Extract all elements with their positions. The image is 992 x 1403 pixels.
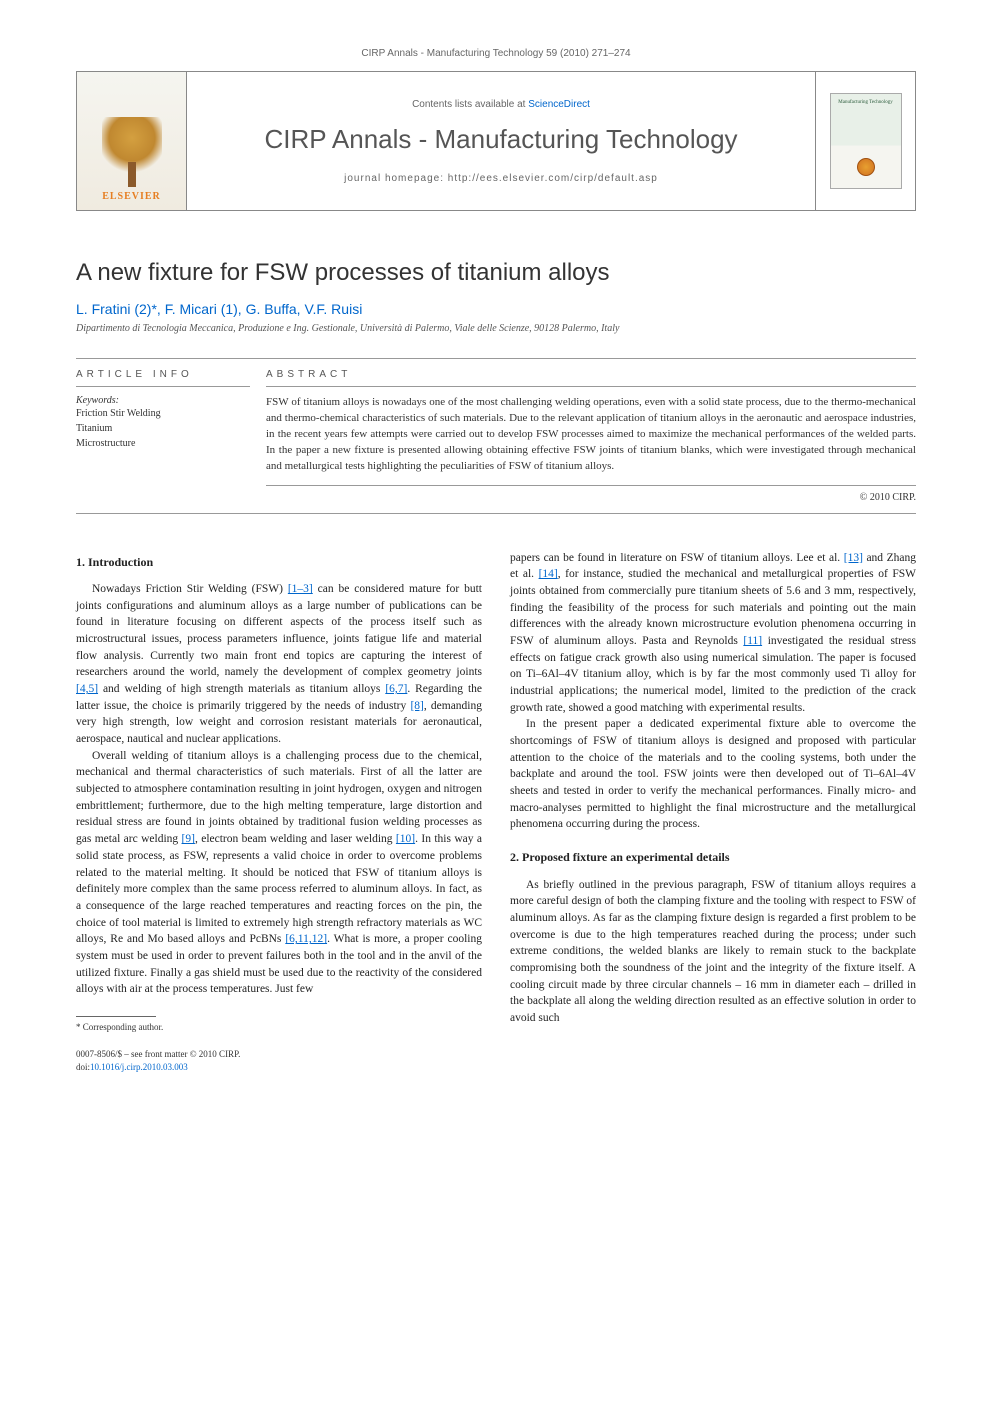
article-title: A new fixture for FSW processes of titan… bbox=[76, 259, 916, 287]
right-column: papers can be found in literature on FSW… bbox=[510, 550, 916, 1073]
body-text: . In this way a solid state process, as … bbox=[76, 833, 482, 945]
keyword-item: Friction Stir Welding bbox=[76, 406, 250, 421]
abstract-copyright: © 2010 CIRP. bbox=[266, 492, 916, 503]
citation-link[interactable]: [4,5] bbox=[76, 683, 98, 695]
body-paragraph: papers can be found in literature on FSW… bbox=[510, 550, 916, 717]
citation-link[interactable]: [6,7] bbox=[385, 683, 407, 695]
body-two-column: 1. Introduction Nowadays Friction Stir W… bbox=[76, 550, 916, 1073]
section-2-heading: 2. Proposed fixture an experimental deta… bbox=[510, 849, 916, 866]
abstract-column: ABSTRACT FSW of titanium alloys is nowad… bbox=[266, 359, 916, 513]
body-paragraph: Nowadays Friction Stir Welding (FSW) [1–… bbox=[76, 581, 482, 748]
body-text: Overall welding of titanium alloys is a … bbox=[76, 750, 482, 845]
citation-link[interactable]: [14] bbox=[539, 568, 558, 580]
body-text: and welding of high strength materials a… bbox=[98, 683, 385, 695]
keywords-list: Friction Stir Welding Titanium Microstru… bbox=[76, 406, 250, 451]
section-1-heading: 1. Introduction bbox=[76, 554, 482, 571]
cover-caption: Manufacturing Technology bbox=[835, 100, 897, 105]
left-column: 1. Introduction Nowadays Friction Stir W… bbox=[76, 550, 482, 1073]
contents-available-line: Contents lists available at ScienceDirec… bbox=[412, 99, 590, 110]
front-matter-meta: 0007-8506/$ – see front matter © 2010 CI… bbox=[76, 1048, 482, 1073]
banner-center: Contents lists available at ScienceDirec… bbox=[187, 72, 815, 210]
keyword-item: Microstructure bbox=[76, 436, 250, 451]
body-text: papers can be found in literature on FSW… bbox=[510, 552, 844, 564]
journal-cover-thumbnail: Manufacturing Technology bbox=[830, 93, 902, 189]
body-text: can be considered mature for butt joints… bbox=[76, 583, 482, 678]
citation-link[interactable]: [9] bbox=[182, 833, 195, 845]
article-info-heading: ARTICLE INFO bbox=[76, 369, 250, 387]
body-paragraph: As briefly outlined in the previous para… bbox=[510, 877, 916, 1027]
keyword-item: Titanium bbox=[76, 421, 250, 436]
body-paragraph: Overall welding of titanium alloys is a … bbox=[76, 748, 482, 998]
abstract-heading: ABSTRACT bbox=[266, 369, 916, 387]
body-text: In the present paper a dedicated experim… bbox=[510, 718, 916, 830]
article-info-column: ARTICLE INFO Keywords: Friction Stir Wel… bbox=[76, 359, 266, 513]
contents-prefix: Contents lists available at bbox=[412, 99, 528, 110]
affiliation: Dipartimento di Tecnologia Meccanica, Pr… bbox=[76, 323, 916, 334]
doi-prefix: doi: bbox=[76, 1062, 90, 1072]
citation-link[interactable]: [8] bbox=[410, 700, 423, 712]
body-paragraph: In the present paper a dedicated experim… bbox=[510, 716, 916, 833]
abstract-text: FSW of titanium alloys is nowadays one o… bbox=[266, 395, 916, 486]
citation-link[interactable]: [11] bbox=[743, 635, 762, 647]
doi-link[interactable]: 10.1016/j.cirp.2010.03.003 bbox=[90, 1062, 188, 1072]
publisher-name: ELSEVIER bbox=[102, 191, 161, 202]
citation-link[interactable]: [10] bbox=[396, 833, 415, 845]
corresponding-author-footnote: * Corresponding author. bbox=[76, 1021, 482, 1034]
citation-link[interactable]: [1–3] bbox=[288, 583, 313, 595]
cover-cell: Manufacturing Technology bbox=[815, 72, 915, 210]
elsevier-logo: ELSEVIER bbox=[102, 117, 162, 202]
running-header: CIRP Annals - Manufacturing Technology 5… bbox=[76, 48, 916, 59]
body-text: , electron beam welding and laser weldin… bbox=[195, 833, 396, 845]
author-link[interactable]: L. Fratini (2)*, F. Micari (1), G. Buffa… bbox=[76, 301, 362, 317]
citation-link[interactable]: [6,11,12] bbox=[285, 933, 327, 945]
body-text: As briefly outlined in the previous para… bbox=[510, 879, 916, 1024]
issn-line: 0007-8506/$ – see front matter © 2010 CI… bbox=[76, 1048, 482, 1061]
author-list: L. Fratini (2)*, F. Micari (1), G. Buffa… bbox=[76, 301, 916, 317]
journal-banner: ELSEVIER Contents lists available at Sci… bbox=[76, 71, 916, 211]
elsevier-tree-icon bbox=[102, 117, 162, 187]
sciencedirect-link[interactable]: ScienceDirect bbox=[528, 99, 590, 110]
citation-link[interactable]: [13] bbox=[844, 552, 863, 564]
publisher-logo-cell: ELSEVIER bbox=[77, 72, 187, 210]
journal-homepage: journal homepage: http://ees.elsevier.co… bbox=[344, 173, 658, 184]
keywords-label: Keywords: bbox=[76, 395, 250, 406]
journal-title: CIRP Annals - Manufacturing Technology bbox=[264, 124, 737, 155]
footnote-rule bbox=[76, 1016, 156, 1017]
info-abstract-block: ARTICLE INFO Keywords: Friction Stir Wel… bbox=[76, 358, 916, 514]
body-text: Nowadays Friction Stir Welding (FSW) bbox=[92, 583, 288, 595]
